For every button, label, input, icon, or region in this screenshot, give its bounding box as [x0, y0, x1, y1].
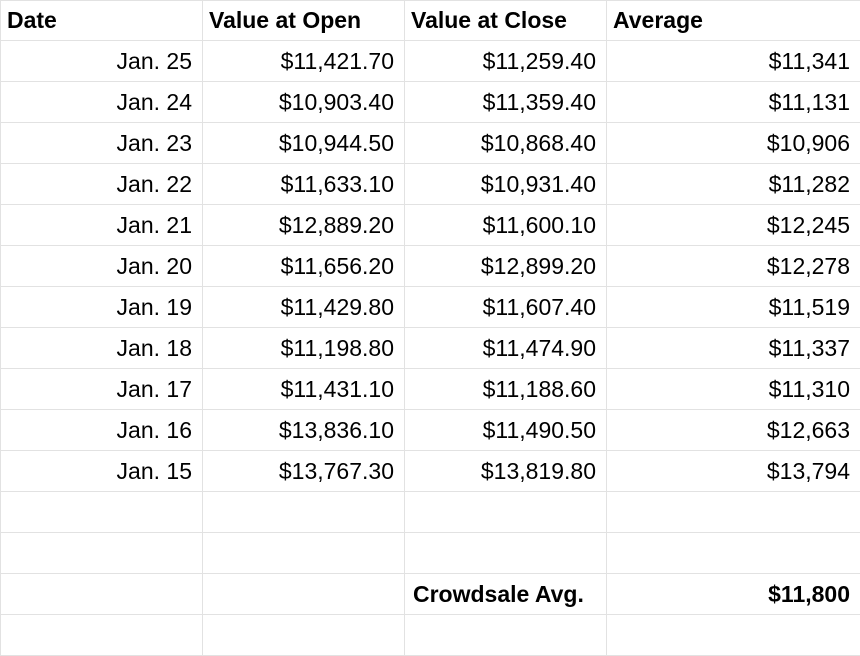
cell-close[interactable]: $10,868.40	[405, 123, 607, 164]
header-row: Date Value at Open Value at Close Averag…	[1, 1, 860, 41]
cell-open[interactable]: $11,421.70	[203, 41, 405, 82]
empty-cell[interactable]	[405, 615, 607, 656]
cell-close[interactable]: $11,188.60	[405, 369, 607, 410]
cell-open[interactable]: $10,944.50	[203, 123, 405, 164]
table-row: Jan. 20 $11,656.20 $12,899.20 $12,278	[1, 246, 860, 287]
table-row: Jan. 21 $12,889.20 $11,600.10 $12,245	[1, 205, 860, 246]
header-value-at-close[interactable]: Value at Close	[405, 1, 607, 41]
cell-date[interactable]: Jan. 18	[1, 328, 203, 369]
summary-row: Crowdsale Avg. $11,800	[1, 574, 860, 615]
empty-cell[interactable]	[203, 615, 405, 656]
cell-average[interactable]: $11,131	[607, 82, 860, 123]
empty-cell[interactable]	[203, 574, 405, 615]
crowdsale-avg-label[interactable]: Crowdsale Avg.	[405, 574, 607, 615]
cell-open[interactable]: $11,198.80	[203, 328, 405, 369]
empty-cell[interactable]	[1, 615, 203, 656]
cell-date[interactable]: Jan. 21	[1, 205, 203, 246]
cell-open[interactable]: $11,429.80	[203, 287, 405, 328]
empty-cell[interactable]	[1, 492, 203, 533]
cell-date[interactable]: Jan. 17	[1, 369, 203, 410]
cell-open[interactable]: $11,431.10	[203, 369, 405, 410]
empty-cell[interactable]	[203, 492, 405, 533]
cell-close[interactable]: $11,259.40	[405, 41, 607, 82]
cell-date[interactable]: Jan. 23	[1, 123, 203, 164]
empty-cell[interactable]	[203, 533, 405, 574]
table-row: Jan. 24 $10,903.40 $11,359.40 $11,131	[1, 82, 860, 123]
cell-close[interactable]: $11,490.50	[405, 410, 607, 451]
cell-close[interactable]: $11,600.10	[405, 205, 607, 246]
table-row: Jan. 16 $13,836.10 $11,490.50 $12,663	[1, 410, 860, 451]
cell-average[interactable]: $12,245	[607, 205, 860, 246]
empty-cell[interactable]	[1, 533, 203, 574]
cell-open[interactable]: $11,633.10	[203, 164, 405, 205]
cell-average[interactable]: $12,278	[607, 246, 860, 287]
cell-open[interactable]: $13,767.30	[203, 451, 405, 492]
table-row: Jan. 15 $13,767.30 $13,819.80 $13,794	[1, 451, 860, 492]
cell-close[interactable]: $10,931.40	[405, 164, 607, 205]
empty-cell[interactable]	[607, 492, 860, 533]
empty-cell[interactable]	[405, 533, 607, 574]
cell-average[interactable]: $11,282	[607, 164, 860, 205]
cell-average[interactable]: $11,337	[607, 328, 860, 369]
empty-cell[interactable]	[607, 615, 860, 656]
cell-close[interactable]: $12,899.20	[405, 246, 607, 287]
header-value-at-open[interactable]: Value at Open	[203, 1, 405, 41]
empty-cell[interactable]	[405, 492, 607, 533]
cell-date[interactable]: Jan. 15	[1, 451, 203, 492]
empty-row	[1, 492, 860, 533]
header-date[interactable]: Date	[1, 1, 203, 41]
cell-average[interactable]: $11,341	[607, 41, 860, 82]
empty-row	[1, 615, 860, 656]
cell-date[interactable]: Jan. 20	[1, 246, 203, 287]
cell-close[interactable]: $11,474.90	[405, 328, 607, 369]
empty-cell[interactable]	[607, 533, 860, 574]
cell-date[interactable]: Jan. 19	[1, 287, 203, 328]
cell-average[interactable]: $10,906	[607, 123, 860, 164]
spreadsheet: Date Value at Open Value at Close Averag…	[0, 0, 860, 636]
cell-close[interactable]: $11,359.40	[405, 82, 607, 123]
header-average[interactable]: Average	[607, 1, 860, 41]
table-body: Jan. 25 $11,421.70 $11,259.40 $11,341 Ja…	[1, 41, 860, 656]
cell-close[interactable]: $13,819.80	[405, 451, 607, 492]
table-row: Jan. 17 $11,431.10 $11,188.60 $11,310	[1, 369, 860, 410]
table-row: Jan. 18 $11,198.80 $11,474.90 $11,337	[1, 328, 860, 369]
cell-open[interactable]: $10,903.40	[203, 82, 405, 123]
table-row: Jan. 22 $11,633.10 $10,931.40 $11,282	[1, 164, 860, 205]
cell-date[interactable]: Jan. 25	[1, 41, 203, 82]
cell-open[interactable]: $12,889.20	[203, 205, 405, 246]
cell-average[interactable]: $11,310	[607, 369, 860, 410]
cell-date[interactable]: Jan. 22	[1, 164, 203, 205]
empty-row	[1, 533, 860, 574]
cell-average[interactable]: $12,663	[607, 410, 860, 451]
cell-open[interactable]: $11,656.20	[203, 246, 405, 287]
cell-average[interactable]: $11,519	[607, 287, 860, 328]
table-row: Jan. 23 $10,944.50 $10,868.40 $10,906	[1, 123, 860, 164]
crowdsale-avg-value[interactable]: $11,800	[607, 574, 860, 615]
table-row: Jan. 25 $11,421.70 $11,259.40 $11,341	[1, 41, 860, 82]
cell-open[interactable]: $13,836.10	[203, 410, 405, 451]
table-row: Jan. 19 $11,429.80 $11,607.40 $11,519	[1, 287, 860, 328]
cell-average[interactable]: $13,794	[607, 451, 860, 492]
cell-date[interactable]: Jan. 24	[1, 82, 203, 123]
cell-close[interactable]: $11,607.40	[405, 287, 607, 328]
cell-date[interactable]: Jan. 16	[1, 410, 203, 451]
empty-cell[interactable]	[1, 574, 203, 615]
